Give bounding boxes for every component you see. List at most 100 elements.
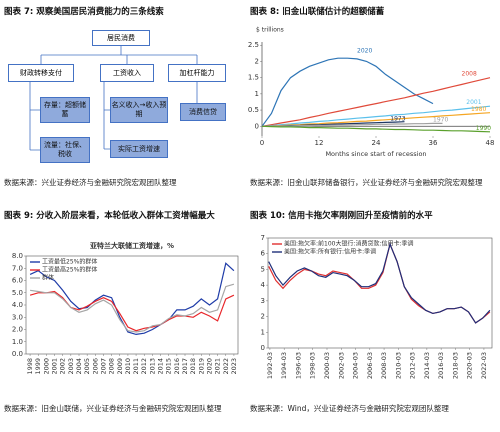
x-tick-label: 24 (372, 139, 381, 147)
node: 加杠杆能力 (168, 64, 226, 82)
x-tick-label: 2015 (165, 358, 173, 375)
x-tick-label: 2010 (124, 358, 132, 375)
x-tick-label: 48 (486, 139, 495, 147)
x-axis-title: Months since start of recession (325, 150, 426, 158)
y-tick-label: 2 (261, 313, 265, 321)
x-tick-label: 2013 (148, 358, 156, 375)
x-tick-label: 1998 (26, 358, 34, 375)
node: 存量：超额储蓄 (40, 97, 90, 123)
chart: 0 0.5 1 1.5 2 2.5 0 12 24 36 48 $ trillions Months s… (248, 27, 495, 159)
y-tick-label: 7.0 (12, 264, 23, 272)
node: 居民消费 (92, 30, 150, 46)
series-label: 2020 (357, 48, 372, 55)
series-line (29, 290, 235, 332)
node: 消费信贷 (180, 103, 226, 121)
y-axis-title: $ trillions (256, 27, 284, 34)
series-line (268, 242, 491, 324)
figure-title: 图表 7: 观察美国居民消费能力的三条线索 (4, 7, 164, 17)
y-tick-label: 5.0 (12, 289, 23, 297)
y-tick-label: 5 (261, 265, 265, 273)
x-tick-label: 2023 (230, 358, 238, 375)
y-tick-label: 2.5 (248, 41, 259, 49)
legend-label: 美国:拖欠率:前100大银行:消费贷款:信用卡:季调 (284, 240, 414, 248)
x-tick-label: 2016-03 (437, 352, 445, 379)
x-tick-label: 2021 (214, 358, 222, 375)
chart-title: 图表 8: 旧金山联储估计的超额储蓄 (250, 7, 385, 17)
node: 流量：社保、税收 (40, 137, 90, 163)
series-line (261, 77, 491, 127)
x-tick-label: 2001 (51, 358, 59, 375)
x-tick-label: 2012-03 (409, 352, 417, 379)
x-tick-label: 2006 (91, 358, 99, 375)
y-tick-label: 2.0 (12, 326, 23, 334)
x-tick-label: 12 (315, 139, 324, 147)
x-tick-label: 36 (429, 139, 438, 147)
series-label: 1973 (390, 116, 405, 123)
chart-subtitle: 亚特兰大联储工资增速，% (90, 241, 174, 250)
y-tick-label: 0 (255, 122, 259, 130)
y-tick-label: 3.0 (12, 313, 23, 321)
chart-title: 图表 10: 信用卡拖欠率刚刚回升至疫情前的水平 (250, 211, 433, 221)
diagram-connectors (29, 46, 198, 151)
y-tick-label: 4.0 (12, 301, 23, 309)
y-tick-label: 1.0 (12, 338, 23, 346)
x-tick-label: 2018-03 (451, 352, 459, 379)
x-tick-label: 2016 (173, 358, 181, 375)
x-tick-label: 2022 (222, 358, 230, 375)
series-line (261, 57, 434, 127)
x-tick-label: 2004-03 (352, 352, 360, 379)
chart: 0 1 2 3 4 5 6 7 1992-03 1994-03 1996-03 1998-03 2000… (261, 234, 493, 379)
x-tick-label: 2003 (67, 358, 75, 375)
y-tick-label: 1 (255, 90, 259, 98)
series-line (268, 242, 491, 324)
x-tick-label: 2002 (59, 358, 67, 375)
series-label: 1980 (471, 106, 486, 113)
series-line (261, 125, 491, 133)
x-tick-label: 2006-03 (366, 352, 374, 379)
y-tick-label: 2 (255, 57, 259, 65)
x-tick-label: 2019 (197, 358, 205, 375)
x-tick-label: 0 (260, 139, 264, 147)
x-tick-label: 1992-03 (266, 352, 274, 379)
x-tick-label: 2000-03 (323, 352, 331, 379)
x-tick-label: 2022-03 (480, 352, 488, 379)
node: 实际工资增速 (110, 140, 168, 158)
x-tick-label: 2008-03 (380, 352, 388, 379)
legend-label: 工资最高25%的群体 (42, 266, 97, 274)
series-line (30, 283, 235, 333)
y-tick-label: 7 (261, 234, 265, 242)
node: 名义收入→收入预期 (110, 97, 168, 123)
legend-label: 美国:拖欠率:所有银行:信用卡:季调 (284, 248, 376, 256)
x-tick-label: 1998-03 (309, 352, 317, 379)
x-tick-label: 2014 (157, 358, 165, 375)
x-tick-label: 2020-03 (466, 352, 474, 379)
plot-frame (267, 237, 493, 349)
x-tick-label: 2020 (205, 358, 213, 375)
series-line (261, 105, 491, 127)
x-tick-label: 2007 (99, 358, 107, 375)
y-tick-label: 0.0 (12, 350, 23, 358)
source-note: 数据来源：旧金山联储，兴业证券经济与金融研究院宏观团队整理 (4, 404, 222, 413)
y-tick-label: 6.0 (12, 277, 23, 285)
y-tick-label: 6 (261, 250, 266, 258)
y-tick-label: 8.0 (12, 252, 23, 260)
connector (29, 82, 40, 151)
y-tick-label: 4 (261, 281, 266, 289)
series-line (29, 262, 235, 336)
x-tick-label: 2008 (108, 358, 116, 375)
x-tick-label: 2014-03 (423, 352, 431, 379)
series-label: 2001 (466, 99, 481, 106)
connector (103, 82, 110, 150)
x-tick-label: 2005 (83, 358, 91, 375)
x-tick-label: 2017 (181, 358, 189, 375)
x-tick-label: 1994-03 (280, 352, 288, 379)
source-note: 数据来源：Wind，兴业证券经济与金融研究院宏观团队整理 (250, 404, 449, 413)
y-tick-label: 3 (261, 297, 265, 305)
x-tick-label: 2018 (189, 358, 197, 375)
y-tick-label: 1.5 (248, 74, 259, 82)
connector (40, 46, 198, 64)
node: 工资收入 (100, 64, 154, 82)
x-tick-label: 2002-03 (337, 352, 345, 379)
